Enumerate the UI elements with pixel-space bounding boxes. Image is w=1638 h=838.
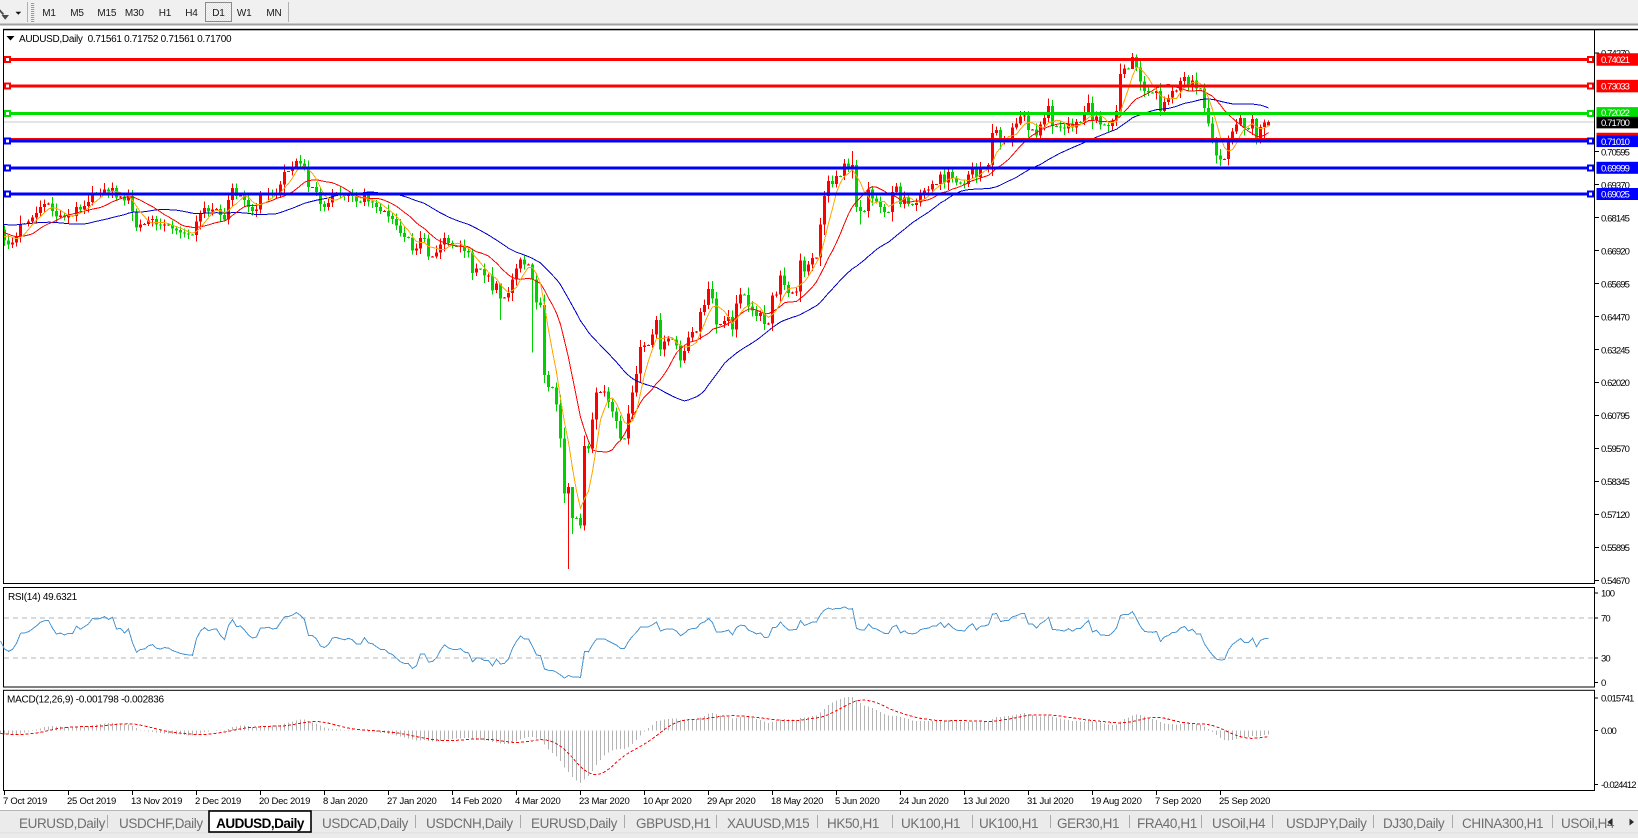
svg-text:29 Apr 2020: 29 Apr 2020: [707, 796, 756, 807]
svg-text:0.57120: 0.57120: [1601, 510, 1630, 521]
svg-text:H4: H4: [185, 8, 198, 19]
svg-text:H1: H1: [159, 8, 172, 19]
svg-text:0.69370: 0.69370: [1601, 180, 1630, 191]
svg-text:0.59570: 0.59570: [1601, 444, 1630, 455]
svg-text:M15: M15: [97, 8, 116, 19]
svg-text:5 Jun 2020: 5 Jun 2020: [835, 796, 880, 807]
svg-text:10 Apr 2020: 10 Apr 2020: [643, 796, 692, 807]
svg-text:7 Oct 2019: 7 Oct 2019: [3, 796, 47, 807]
svg-text:13 Nov 2019: 13 Nov 2019: [131, 796, 182, 807]
svg-text:0.015741: 0.015741: [1601, 694, 1634, 705]
svg-text:0.63245: 0.63245: [1601, 345, 1630, 356]
svg-text:AUDUSD,Daily 0.71561 0.71752: AUDUSD,Daily 0.71561 0.71752 0.71561 0.7…: [19, 34, 232, 45]
svg-text:M1: M1: [42, 8, 56, 19]
svg-text:USDCHF,Daily: USDCHF,Daily: [119, 816, 203, 831]
svg-text:13 Jul 2020: 13 Jul 2020: [963, 796, 1009, 807]
svg-text:USDJPY,Daily: USDJPY,Daily: [1286, 816, 1367, 831]
svg-text:0.62020: 0.62020: [1601, 378, 1630, 389]
svg-text:GER30,H1: GER30,H1: [1057, 816, 1119, 831]
svg-text:XAUUSD,M15: XAUUSD,M15: [727, 816, 809, 831]
svg-text:2 Dec 2019: 2 Dec 2019: [195, 796, 241, 807]
svg-text:31 Jul 2020: 31 Jul 2020: [1027, 796, 1073, 807]
svg-text:0.71010: 0.71010: [1601, 137, 1630, 148]
svg-text:CHINA300,H1: CHINA300,H1: [1462, 816, 1543, 831]
svg-text:USOil,H4: USOil,H4: [1212, 816, 1266, 831]
svg-text:24 Jun 2020: 24 Jun 2020: [899, 796, 949, 807]
svg-text:20 Dec 2019: 20 Dec 2019: [259, 796, 310, 807]
svg-text:30: 30: [1601, 653, 1610, 664]
svg-text:0.00: 0.00: [1601, 726, 1617, 737]
svg-text:EURUSD,Daily: EURUSD,Daily: [531, 816, 618, 831]
svg-text:DJ30,Daily: DJ30,Daily: [1383, 816, 1445, 831]
svg-text:MN: MN: [266, 8, 281, 19]
svg-text:0.72022: 0.72022: [1601, 108, 1630, 119]
svg-text:USDCNH,Daily: USDCNH,Daily: [426, 816, 513, 831]
svg-text:M5: M5: [70, 8, 84, 19]
svg-text:0.74021: 0.74021: [1601, 55, 1630, 66]
svg-text:FRA40,H1: FRA40,H1: [1137, 816, 1197, 831]
svg-text:MACD(12,26,9) -0.001798 -0.002: MACD(12,26,9) -0.001798 -0.002836: [7, 695, 165, 706]
svg-text:0.64470: 0.64470: [1601, 312, 1630, 323]
svg-text:0.69999: 0.69999: [1601, 163, 1630, 174]
svg-text:25 Oct 2019: 25 Oct 2019: [67, 796, 116, 807]
svg-text:0.60795: 0.60795: [1601, 411, 1630, 422]
svg-text:25 Sep 2020: 25 Sep 2020: [1219, 796, 1270, 807]
svg-text:27 Jan 2020: 27 Jan 2020: [387, 796, 437, 807]
svg-text:0.68145: 0.68145: [1601, 213, 1630, 224]
svg-text:14 Feb 2020: 14 Feb 2020: [451, 796, 502, 807]
svg-text:0.65695: 0.65695: [1601, 279, 1630, 290]
svg-text:4 Mar 2020: 4 Mar 2020: [515, 796, 561, 807]
svg-text:HK50,H1: HK50,H1: [827, 816, 879, 831]
svg-text:0.73033: 0.73033: [1601, 82, 1630, 93]
svg-text:EURUSD,Daily: EURUSD,Daily: [19, 816, 106, 831]
svg-text:D1: D1: [212, 8, 225, 19]
svg-text:8 Jan 2020: 8 Jan 2020: [323, 796, 368, 807]
svg-text:0.69025: 0.69025: [1601, 190, 1630, 201]
svg-text:GBPUSD,H1: GBPUSD,H1: [636, 816, 710, 831]
svg-text:0.54670: 0.54670: [1601, 576, 1630, 587]
svg-text:70: 70: [1601, 613, 1610, 624]
svg-text:USDCAD,Daily: USDCAD,Daily: [322, 816, 409, 831]
svg-text:18 May 2020: 18 May 2020: [771, 796, 823, 807]
svg-text:0.66920: 0.66920: [1601, 246, 1630, 257]
svg-text:-0.024412: -0.024412: [1601, 780, 1636, 791]
svg-text:23 Mar 2020: 23 Mar 2020: [579, 796, 630, 807]
svg-text:UK100,H1: UK100,H1: [979, 816, 1038, 831]
svg-text:RSI(14) 49.6321: RSI(14) 49.6321: [8, 592, 78, 603]
svg-text:0.70595: 0.70595: [1601, 147, 1630, 158]
svg-text:0.58345: 0.58345: [1601, 477, 1630, 488]
svg-text:19 Aug 2020: 19 Aug 2020: [1091, 796, 1142, 807]
svg-text:M30: M30: [125, 8, 144, 19]
svg-text:USOil,H4: USOil,H4: [1561, 816, 1615, 831]
svg-text:AUDUSD,Daily: AUDUSD,Daily: [216, 816, 305, 831]
svg-text:UK100,H1: UK100,H1: [901, 816, 960, 831]
svg-text:W1: W1: [237, 8, 252, 19]
svg-text:0.71700: 0.71700: [1601, 118, 1630, 129]
svg-text:0.55895: 0.55895: [1601, 543, 1630, 554]
svg-text:100: 100: [1601, 589, 1615, 600]
svg-text:7 Sep 2020: 7 Sep 2020: [1155, 796, 1201, 807]
svg-text:0: 0: [1601, 678, 1606, 689]
